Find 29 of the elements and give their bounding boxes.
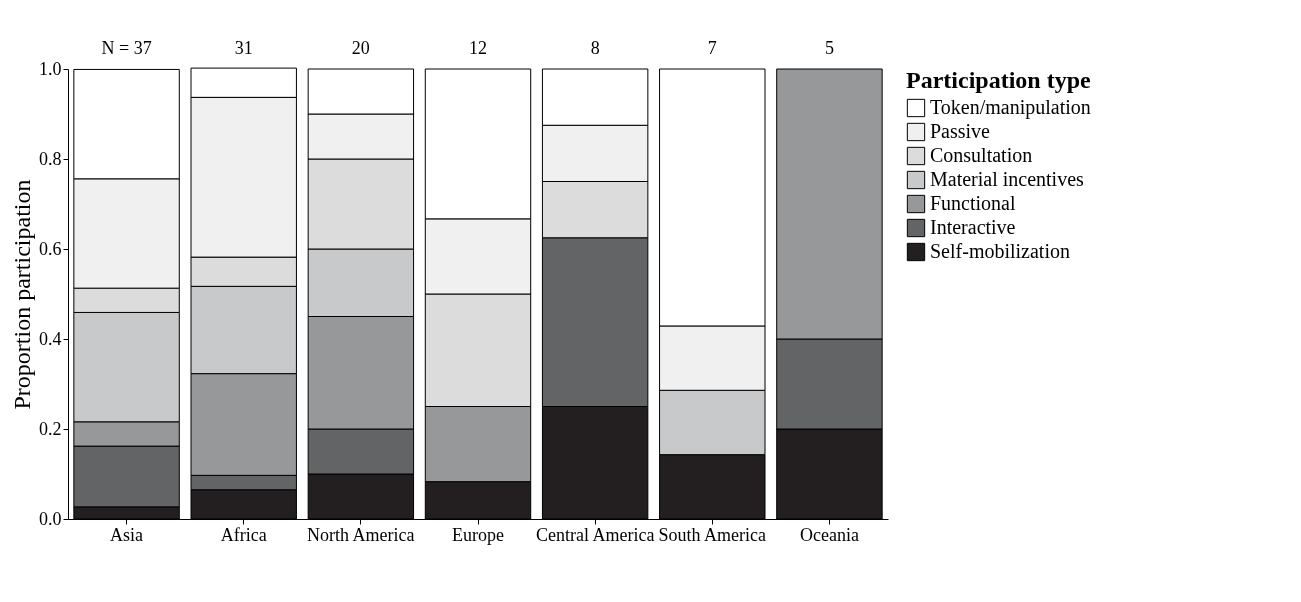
legend-title: Participation type [906,67,1091,93]
y-tick-label: 0.8 [39,148,62,169]
x-tick-label: Europe [452,524,504,545]
legend-label: Functional [930,192,1016,214]
x-tick-label: Asia [110,524,144,545]
y-tick-label: 0.0 [39,508,62,529]
annotation: 12 [469,38,487,58]
x-tick-label: North America [307,524,415,545]
y-tick-label: 0.2 [39,418,62,439]
legend-label: Token/manipulation [930,96,1091,119]
y-tick-label: 1.0 [39,58,62,79]
annotation: 8 [590,38,600,58]
y-axis-title: Proportion participation [9,179,35,410]
annotation: 5 [824,38,834,58]
legend-label: Self-mobilization [930,240,1070,262]
annotation: N = 37 [101,38,152,58]
legend-label: Consultation [930,144,1033,166]
annotation: 31 [234,38,253,58]
annotation: 7 [707,38,717,58]
x-tick-label: South America [658,524,767,545]
legend-label: Material incentives [930,168,1085,190]
legend-label: Passive [930,120,991,142]
y-tick-label: 0.6 [39,238,62,259]
y-tick-label: 0.4 [39,328,62,349]
legend-label: Interactive [930,216,1016,238]
x-tick-label: Africa [220,524,267,545]
x-tick-label: Oceania [799,524,859,545]
annotation: 20 [351,38,370,58]
x-tick-label: Central America [535,524,655,545]
